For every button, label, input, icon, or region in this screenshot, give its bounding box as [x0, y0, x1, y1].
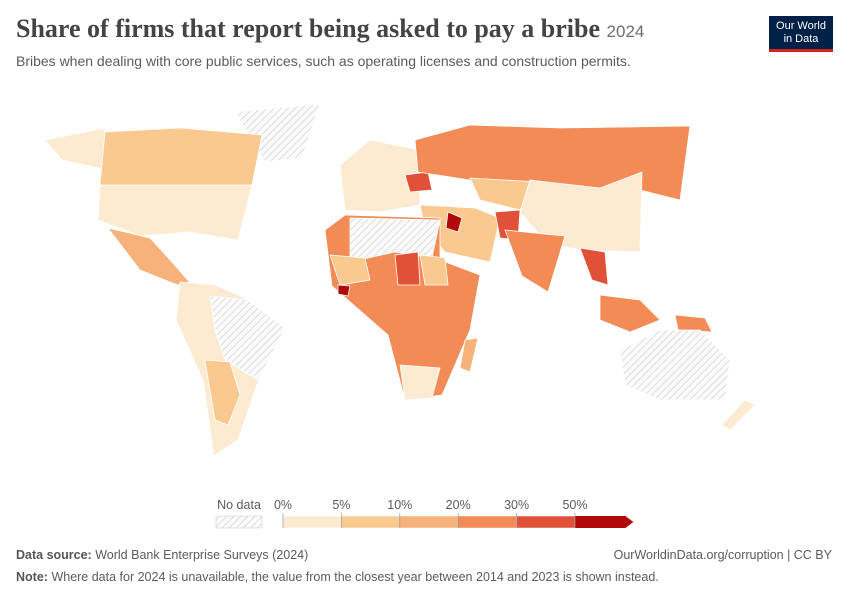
legend-tick-label: 50% — [562, 498, 587, 512]
title: Share of firms that report being asked t… — [16, 14, 644, 44]
logo-line: Our World — [776, 20, 826, 32]
link[interactable]: OurWorldinData.org/corruption | CC BY — [613, 548, 832, 562]
country[interactable] — [337, 284, 351, 297]
country[interactable] — [579, 247, 609, 286]
title-text: Share of firms that report being asked t… — [16, 14, 601, 43]
country[interactable] — [209, 295, 286, 381]
legend-tick-label: 20% — [446, 498, 471, 512]
no-data-label: No data — [217, 498, 261, 512]
year: 2024 — [606, 22, 645, 41]
countries — [44, 103, 756, 457]
logo-line: in Data — [783, 33, 819, 45]
country[interactable] — [394, 251, 421, 286]
legend-bin — [457, 515, 517, 529]
country[interactable] — [674, 314, 713, 333]
country[interactable] — [404, 171, 433, 193]
legend-bin — [575, 516, 634, 528]
legend-bin — [341, 515, 401, 529]
country[interactable] — [504, 229, 566, 293]
legend-bin — [399, 515, 459, 529]
logo[interactable]: Our World in Data — [769, 16, 833, 52]
country[interactable] — [204, 359, 241, 426]
legend: No data 0% 5% 10% 20% 30% 50% — [215, 498, 634, 529]
source-text: World Bank Enterprise Surveys (2024) — [95, 548, 309, 562]
country[interactable] — [329, 254, 371, 286]
country[interactable] — [44, 127, 109, 171]
legend-tick-label: 0% — [274, 498, 292, 512]
country[interactable] — [99, 127, 263, 191]
subtitle: Bribes when dealing with core public ser… — [16, 53, 631, 69]
legend-tick-label: 10% — [387, 498, 412, 512]
legend-bin — [282, 515, 342, 529]
country[interactable] — [399, 364, 441, 401]
country[interactable] — [419, 254, 449, 286]
country[interactable] — [619, 329, 731, 401]
country[interactable] — [459, 337, 479, 373]
source: Data source: World Bank Enterprise Surve… — [16, 548, 308, 562]
country[interactable] — [97, 184, 253, 241]
note-text: Where data for 2024 is unavailable, the … — [51, 570, 659, 584]
country[interactable] — [721, 399, 756, 431]
note: Note: Where data for 2024 is unavailable… — [16, 570, 659, 584]
legend-bin — [516, 515, 576, 529]
legend-tick-label: 30% — [504, 498, 529, 512]
no-data-swatch[interactable] — [215, 515, 263, 529]
country[interactable] — [519, 171, 643, 253]
country[interactable] — [599, 294, 661, 333]
legend-tick-label: 5% — [332, 498, 350, 512]
note-label: Note: — [16, 570, 48, 584]
source-label: Data source: — [16, 548, 92, 562]
country[interactable] — [445, 211, 463, 233]
